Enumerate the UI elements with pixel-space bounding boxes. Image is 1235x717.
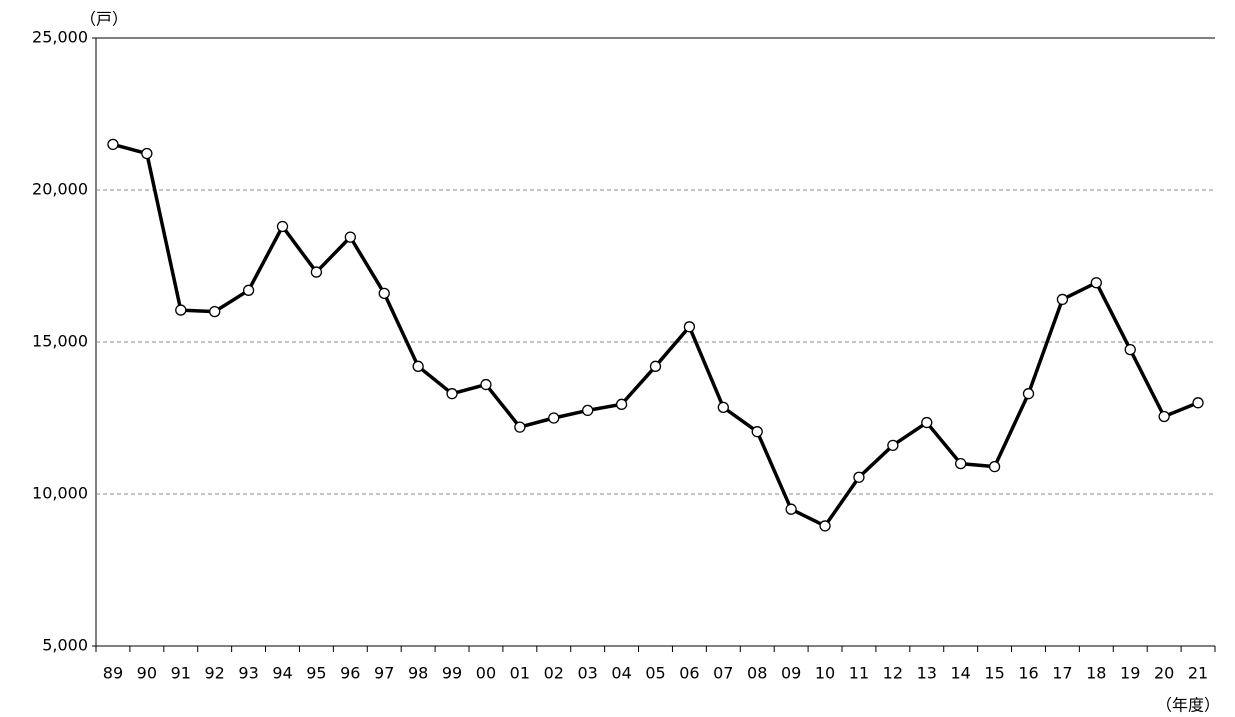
data-point — [1192, 397, 1204, 409]
x-tick-label: 18 — [1086, 664, 1106, 683]
x-tick-label: 05 — [645, 664, 665, 683]
data-point — [242, 284, 255, 296]
x-tick-label: 09 — [781, 664, 801, 683]
x-tick-label: 95 — [306, 664, 326, 683]
x-tick-label: 92 — [205, 664, 225, 683]
data-point — [887, 439, 899, 452]
data-point — [1124, 343, 1136, 356]
x-tick-label: 01 — [510, 664, 530, 683]
x-tick-label: 07 — [713, 664, 733, 683]
y-tick-label: 20,000 — [32, 180, 88, 199]
data-point — [1022, 388, 1035, 400]
x-tick-label: 97 — [374, 664, 394, 683]
x-tick-label: 93 — [238, 664, 258, 683]
data-point — [480, 378, 492, 391]
x-tick-label: 14 — [951, 664, 971, 683]
x-tick-label: 13 — [917, 664, 937, 683]
x-tick-label: 19 — [1120, 664, 1140, 683]
x-tick-label: 98 — [408, 664, 428, 683]
data-point — [446, 388, 458, 400]
x-tick-label: 11 — [849, 664, 869, 683]
data-point — [683, 321, 696, 333]
data-point — [988, 460, 1001, 473]
data-point — [344, 231, 356, 243]
data-point — [107, 138, 119, 151]
data-point — [1090, 277, 1102, 289]
x-tick-label: 20 — [1154, 664, 1174, 683]
x-tick-label: 06 — [679, 664, 699, 683]
x-tick-label: 21 — [1188, 664, 1208, 683]
data-point — [1158, 410, 1170, 423]
x-tick-label: 90 — [137, 664, 157, 683]
y-tick-label: 15,000 — [32, 332, 88, 351]
data-point — [514, 421, 526, 433]
data-point — [175, 304, 187, 316]
data-point — [209, 305, 221, 318]
x-axis-label: （年度） — [1156, 696, 1220, 715]
x-tick-label: 03 — [578, 664, 598, 683]
x-tick-label: 12 — [883, 664, 903, 683]
data-point — [378, 287, 390, 300]
data-point — [548, 412, 560, 424]
data-point — [649, 360, 662, 372]
y-tick-label: 10,000 — [32, 484, 88, 503]
data-point — [615, 398, 628, 410]
series-line — [112, 142, 1199, 528]
data-point — [819, 520, 831, 532]
data-point — [582, 404, 594, 417]
data-point — [310, 266, 323, 278]
data-point — [921, 416, 933, 429]
x-tick-label: 96 — [340, 664, 360, 683]
y-tick-label: 5,000 — [42, 636, 88, 655]
x-tick-label: 17 — [1052, 664, 1072, 683]
x-tick-label: 08 — [747, 664, 767, 683]
y-axis-label: （戸） — [80, 10, 128, 29]
x-tick-label: 89 — [103, 664, 123, 683]
data-point — [1056, 293, 1069, 306]
x-tick-label: 04 — [611, 664, 631, 683]
x-tick-label: 15 — [984, 664, 1004, 683]
data-point — [751, 426, 763, 438]
data-point — [141, 147, 153, 160]
data-point — [412, 360, 424, 372]
data-point — [853, 471, 865, 483]
data-point — [955, 457, 967, 470]
data-point — [785, 503, 797, 515]
data-point — [717, 401, 729, 414]
x-tick-label: 00 — [476, 664, 496, 683]
x-tick-label: 10 — [815, 664, 835, 683]
x-tick-label: 91 — [171, 664, 191, 683]
data-point — [276, 220, 289, 233]
y-tick-label: 25,000 — [32, 28, 88, 47]
x-tick-label: 02 — [544, 664, 564, 683]
x-tick-label: 99 — [442, 664, 462, 683]
x-tick-label: 94 — [272, 664, 292, 683]
x-tick-label: 16 — [1018, 664, 1038, 683]
